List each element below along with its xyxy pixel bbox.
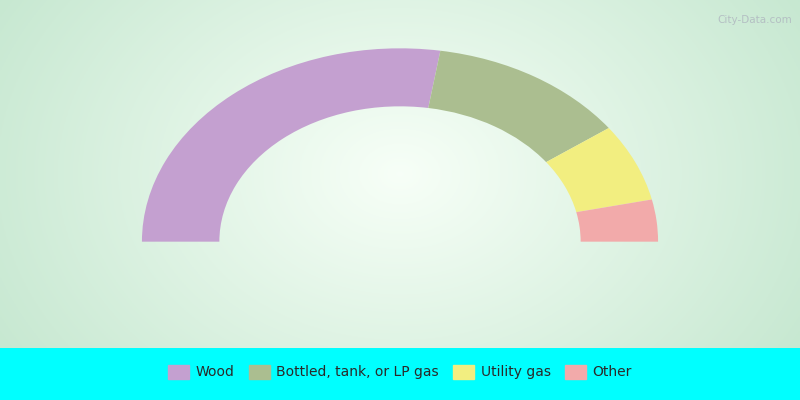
Legend: Wood, Bottled, tank, or LP gas, Utility gas, Other: Wood, Bottled, tank, or LP gas, Utility … — [162, 359, 638, 385]
Wedge shape — [142, 48, 440, 242]
Wedge shape — [546, 128, 652, 212]
Wedge shape — [428, 51, 609, 162]
Wedge shape — [576, 200, 658, 242]
Text: City-Data.com: City-Data.com — [718, 16, 792, 26]
